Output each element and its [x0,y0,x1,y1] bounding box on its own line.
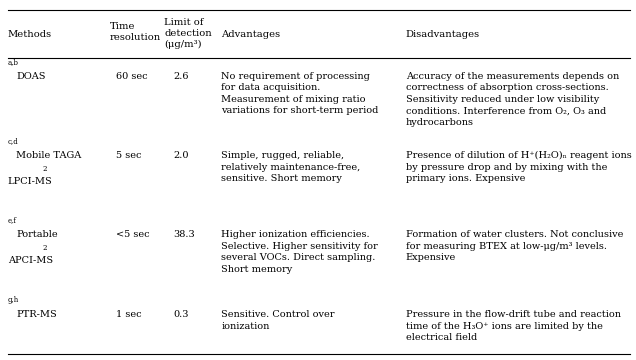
Text: g,h: g,h [8,296,19,305]
Text: Disadvantages: Disadvantages [406,30,480,39]
Text: LPCI-MS: LPCI-MS [8,177,52,186]
Text: Formation of water clusters. Not conclusive
for measuring BTEX at low-μg/m³ leve: Formation of water clusters. Not conclus… [406,230,623,262]
Text: e,f: e,f [8,216,17,225]
Text: Mobile TAGA: Mobile TAGA [17,151,81,160]
Text: 1 sec: 1 sec [116,310,141,319]
Text: 5 sec: 5 sec [116,151,141,160]
Text: Accuracy of the measurements depends on
correctness of absorption cross-sections: Accuracy of the measurements depends on … [406,72,619,127]
Text: No requirement of processing
for data acquisition.
Measurement of mixing ratio
v: No requirement of processing for data ac… [221,72,378,115]
Text: 60 sec: 60 sec [116,72,148,81]
Text: Portable: Portable [17,230,58,239]
Text: 0.3: 0.3 [174,310,189,319]
Text: Sensitive. Control over
ionization: Sensitive. Control over ionization [221,310,335,331]
Text: 38.3: 38.3 [174,230,195,239]
Text: PTR-MS: PTR-MS [17,310,57,319]
Text: 2: 2 [43,244,47,252]
Text: Time
resolution: Time resolution [109,22,161,42]
Text: 2: 2 [43,165,47,173]
Text: c,d: c,d [8,137,18,145]
Text: Higher ionization efficiencies.
Selective. Higher sensitivity for
several VOCs. : Higher ionization efficiencies. Selectiv… [221,230,378,274]
Text: Simple, rugged, reliable,
relatively maintenance-free,
sensitive. Short memory: Simple, rugged, reliable, relatively mai… [221,151,361,183]
Text: APCI-MS: APCI-MS [8,256,53,265]
Text: Advantages: Advantages [221,30,280,39]
Text: 2.0: 2.0 [174,151,189,160]
Text: <5 sec: <5 sec [116,230,149,239]
Text: DOAS: DOAS [17,72,46,81]
Text: Presence of dilution of H⁺(H₂O)ₙ reagent ions
by pressure drop and by mixing wit: Presence of dilution of H⁺(H₂O)ₙ reagent… [406,151,632,183]
Text: a,b: a,b [8,58,18,66]
Text: Methods: Methods [8,30,52,39]
Text: Limit of
detection
(μg/m³): Limit of detection (μg/m³) [164,18,212,49]
Text: Pressure in the flow-drift tube and reaction
time of the H₃O⁺ ions are limited b: Pressure in the flow-drift tube and reac… [406,310,621,342]
Text: 2.6: 2.6 [174,72,189,81]
